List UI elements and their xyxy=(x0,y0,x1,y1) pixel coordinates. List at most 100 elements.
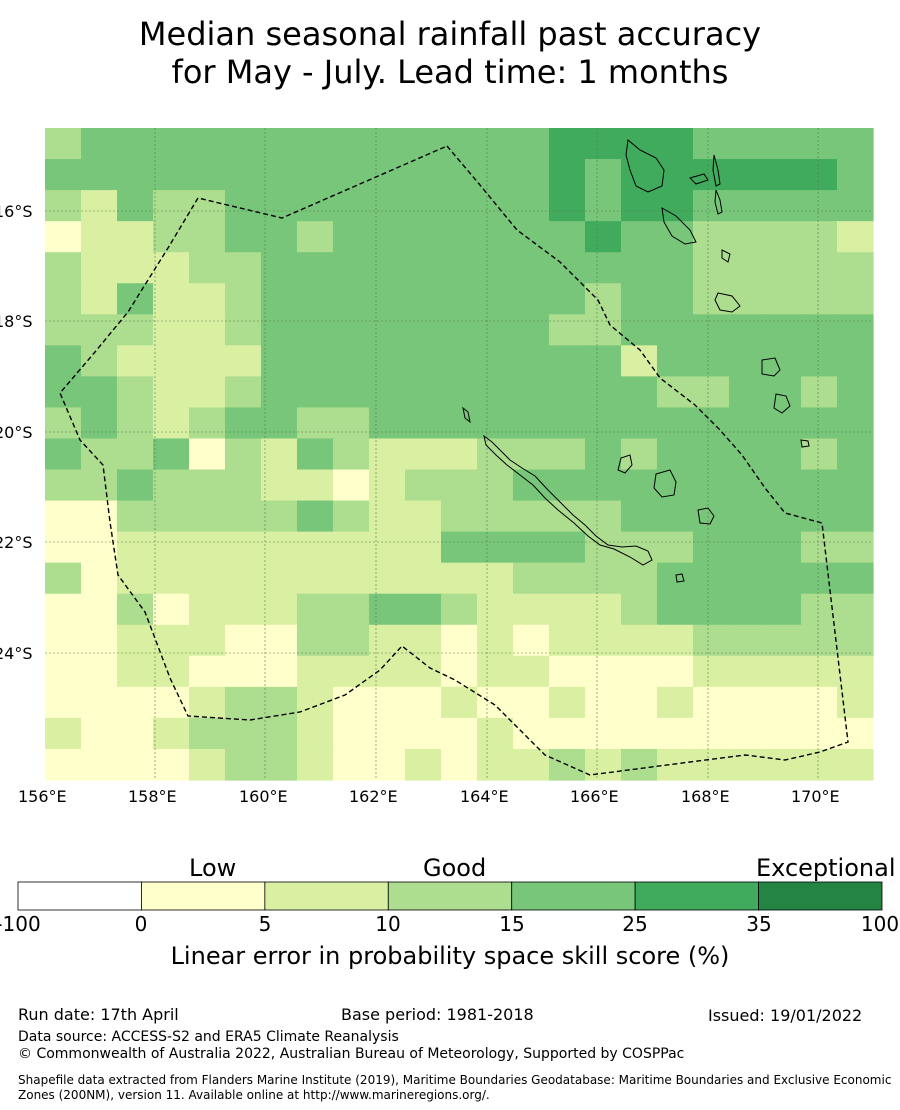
grid-cell xyxy=(261,283,298,315)
grid-cell xyxy=(477,469,514,502)
grid-cell xyxy=(81,531,118,564)
grid-cell xyxy=(333,717,370,750)
grid-cell xyxy=(45,500,82,533)
colorbar-tick: 10 xyxy=(375,912,401,936)
grid-cell xyxy=(549,159,586,191)
grid-cell xyxy=(693,438,730,471)
grid-cell xyxy=(117,562,154,595)
grid-cell xyxy=(225,593,262,626)
colorbar-tick: 100 xyxy=(860,912,900,936)
pentecost-island xyxy=(714,189,723,215)
grid-cell xyxy=(297,531,334,564)
grid-cell xyxy=(153,252,190,284)
grid-cell xyxy=(477,624,514,657)
grid-cell xyxy=(477,407,514,440)
grid-cell xyxy=(441,128,478,160)
grid-cell xyxy=(369,345,406,377)
grid-cell xyxy=(333,500,370,533)
grid-cell xyxy=(765,748,802,781)
grid-cell xyxy=(585,438,622,471)
grid-cell xyxy=(189,593,226,626)
grid-cell xyxy=(117,221,154,253)
grid-cell xyxy=(801,562,838,595)
grid-cell xyxy=(801,531,838,564)
grid-cell xyxy=(117,531,154,564)
grid-cell xyxy=(261,531,298,564)
colorbar-swatch xyxy=(758,881,883,911)
colorbar-swatch xyxy=(264,881,389,911)
grid-cell xyxy=(45,221,82,253)
grid-cell xyxy=(369,376,406,409)
grid-cell xyxy=(801,345,838,377)
run-date: Run date: 17th April xyxy=(18,1005,179,1024)
lat-label-24s: 24°S xyxy=(0,644,33,663)
grid-cell xyxy=(225,438,262,471)
grid-cell xyxy=(801,314,838,346)
grid-cell xyxy=(81,345,118,377)
skill-grid xyxy=(45,128,874,781)
grid-cell xyxy=(81,128,118,160)
colorbar-tick: -100 xyxy=(0,912,41,936)
grid-cell xyxy=(441,159,478,191)
grid-cell xyxy=(117,345,154,377)
grid-cell xyxy=(153,655,190,688)
grid-cell xyxy=(729,314,766,346)
lon-label-160e: 160°E xyxy=(239,787,288,806)
grid-cell xyxy=(441,221,478,253)
grid-cell xyxy=(189,748,226,781)
grid-cell xyxy=(81,221,118,253)
grid-cell xyxy=(369,500,406,533)
grid-cell xyxy=(81,314,118,346)
grid-cell xyxy=(513,624,550,657)
map-title-line1: Median seasonal rainfall past accuracy xyxy=(138,15,762,53)
grid-cell xyxy=(45,531,82,564)
grid-cell xyxy=(261,221,298,253)
grid-cell xyxy=(657,562,694,595)
grid-cell xyxy=(657,221,694,253)
grid-cell xyxy=(405,345,442,377)
grid-cell xyxy=(117,624,154,657)
grid-cell xyxy=(405,500,442,533)
grid-cell xyxy=(225,345,262,377)
grid-cell xyxy=(729,531,766,564)
grid-cell xyxy=(549,500,586,533)
grid-cell xyxy=(117,159,154,191)
grid-cell xyxy=(153,500,190,533)
grid-cell xyxy=(477,593,514,626)
grid-cell xyxy=(693,345,730,377)
grid-cell xyxy=(225,252,262,284)
grid-cell xyxy=(801,376,838,409)
grid-cell xyxy=(765,562,802,595)
grid-cell xyxy=(693,624,730,657)
grid-cell xyxy=(477,314,514,346)
grid-cell xyxy=(333,686,370,719)
grid-cell xyxy=(729,345,766,377)
grid-cell xyxy=(189,655,226,688)
grid-cell xyxy=(477,345,514,377)
grid-cell xyxy=(585,407,622,440)
grid-cell xyxy=(153,314,190,346)
grid-cell xyxy=(297,345,334,377)
grid-cell xyxy=(549,190,586,222)
grid-cell xyxy=(297,469,334,502)
grid-cell xyxy=(621,717,658,750)
grid-cell xyxy=(117,655,154,688)
grid-cell xyxy=(45,376,82,409)
grid-cell xyxy=(405,283,442,315)
lat-label-18s: 18°S xyxy=(0,312,33,331)
grid-cell xyxy=(117,438,154,471)
grid-cell xyxy=(333,376,370,409)
grid-cell xyxy=(513,655,550,688)
colorbar-swatch xyxy=(634,881,759,911)
grid-cell xyxy=(837,252,874,284)
grid-cell xyxy=(837,190,874,222)
grid-cell xyxy=(153,221,190,253)
grid-cell xyxy=(729,407,766,440)
grid-cell xyxy=(117,128,154,160)
grid-cell xyxy=(801,438,838,471)
grid-cell xyxy=(693,221,730,253)
grid-cell xyxy=(405,314,442,346)
grid-cell xyxy=(261,500,298,533)
grid-cell xyxy=(693,252,730,284)
